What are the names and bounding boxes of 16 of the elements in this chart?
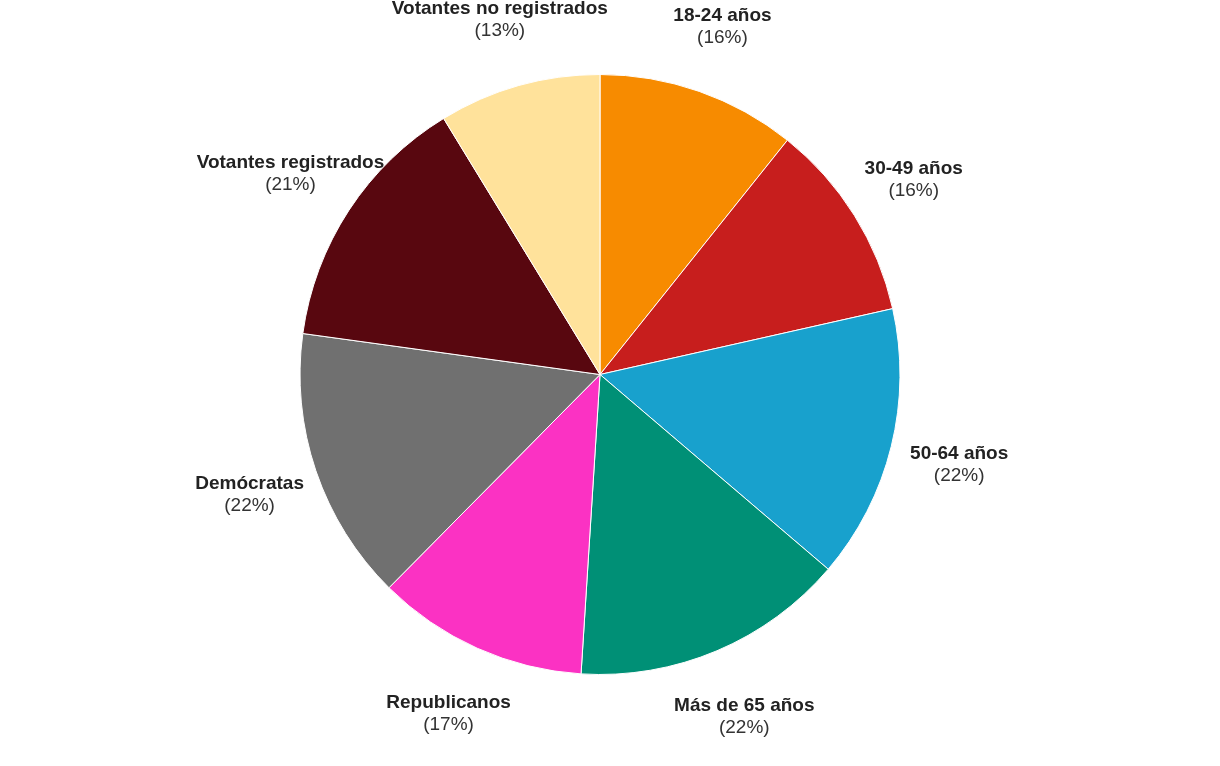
- slice-label: Votantes no registrados: [391, 0, 608, 19]
- data-label: (16%): [888, 179, 940, 201]
- data-label: (16%): [697, 26, 748, 48]
- slice-label: 30-49 años: [864, 157, 963, 179]
- slice-label: Más de 65 años: [674, 694, 815, 716]
- slice-label: Demócratas: [195, 472, 304, 494]
- data-label: (21%): [265, 172, 316, 194]
- data-label: (22%): [933, 464, 985, 486]
- slice-label: Votantes registrados: [196, 150, 385, 172]
- slice-label: 50-64 años: [910, 442, 1009, 464]
- slice-label: Republicanos: [386, 691, 511, 713]
- data-label: (17%): [423, 713, 474, 735]
- data-label: (13%): [474, 19, 526, 41]
- data-label: (22%): [224, 494, 275, 516]
- data-label: (22%): [718, 716, 770, 738]
- slice-label: 18-24 años: [673, 4, 772, 26]
